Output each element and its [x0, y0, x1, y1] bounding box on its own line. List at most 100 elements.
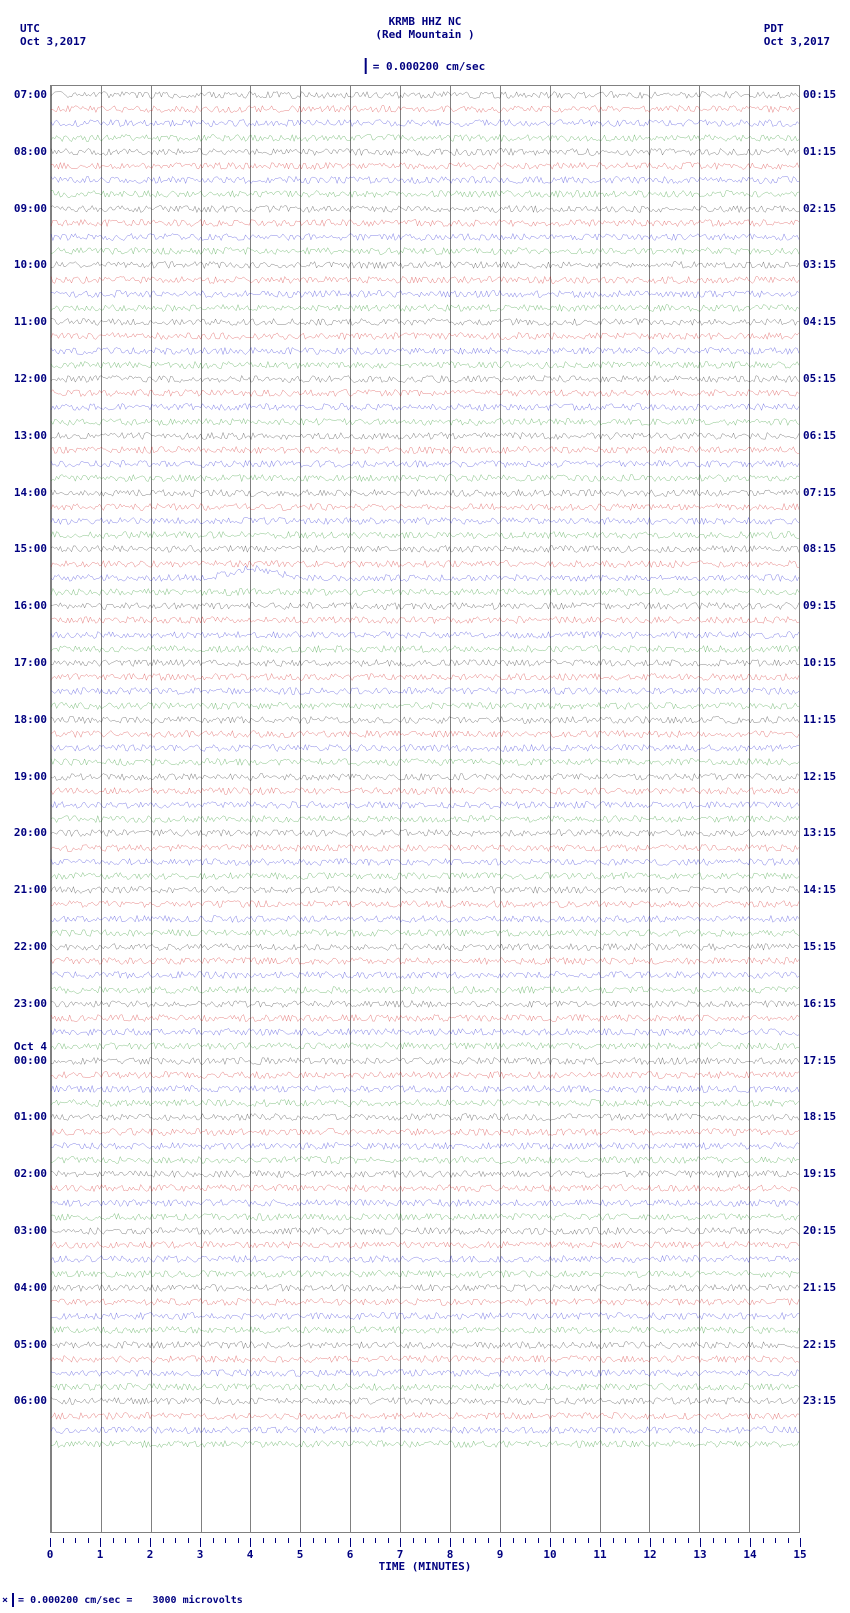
trace-row [51, 960, 799, 963]
trace-row [51, 293, 799, 296]
trace-row [51, 1045, 799, 1048]
trace-waveform [51, 585, 799, 599]
trace-row [51, 989, 799, 992]
trace-row [51, 1315, 799, 1318]
pdt-hour-label: 19:15 [803, 1167, 836, 1180]
utc-hour-label: 10:00 [14, 258, 47, 271]
utc-hour-label: 22:00 [14, 940, 47, 953]
trace-row: 22:0015:15 [51, 946, 799, 949]
trace-waveform [51, 997, 799, 1011]
x-minor-tick [238, 1538, 239, 1543]
trace-waveform [51, 869, 799, 883]
trace-waveform [51, 912, 799, 926]
trace-waveform [51, 1252, 799, 1266]
x-tick-label: 9 [497, 1548, 504, 1561]
x-tick-label: 3 [197, 1548, 204, 1561]
x-major-tick [550, 1538, 551, 1547]
trace-waveform [51, 1238, 799, 1252]
trace-row [51, 903, 799, 906]
trace-row [51, 520, 799, 523]
trace-waveform [51, 968, 799, 982]
trace-waveform [51, 1181, 799, 1195]
x-major-tick [200, 1538, 201, 1547]
x-minor-tick [88, 1538, 89, 1543]
trace-row: 17:0010:15 [51, 662, 799, 665]
trace-waveform [51, 102, 799, 116]
x-minor-tick [438, 1538, 439, 1543]
grid-line-vertical [799, 86, 800, 1532]
trace-waveform [51, 699, 799, 713]
x-minor-tick [63, 1538, 64, 1543]
trace-waveform [51, 656, 799, 670]
x-tick-label: 0 [47, 1548, 54, 1561]
trace-row: 21:0014:15 [51, 889, 799, 892]
x-tick-label: 12 [643, 1548, 656, 1561]
trace-waveform [51, 1068, 799, 1082]
x-minor-tick [775, 1538, 776, 1543]
x-minor-tick [325, 1538, 326, 1543]
trace-waveform [51, 1196, 799, 1210]
utc-hour-label: 07:00 [14, 88, 47, 101]
x-tick-label: 4 [247, 1548, 254, 1561]
trace-row: 20:0013:15 [51, 832, 799, 835]
pdt-hour-label: 23:15 [803, 1394, 836, 1407]
trace-waveform [51, 329, 799, 343]
trace-waveform [51, 1125, 799, 1139]
trace-row [51, 790, 799, 793]
pdt-hour-label: 08:15 [803, 542, 836, 555]
x-minor-tick [525, 1538, 526, 1543]
trace-waveform [51, 1082, 799, 1096]
trace-waveform [51, 542, 799, 556]
trace-waveform [51, 88, 799, 102]
trace-waveform [51, 159, 799, 173]
trace-row [51, 250, 799, 253]
x-minor-tick [638, 1538, 639, 1543]
trace-row [51, 307, 799, 310]
x-minor-tick [75, 1538, 76, 1543]
trace-waveform [51, 528, 799, 542]
x-minor-tick [175, 1538, 176, 1543]
trace-row [51, 108, 799, 111]
trace-waveform [51, 202, 799, 216]
x-minor-tick [275, 1538, 276, 1543]
pdt-hour-label: 05:15 [803, 372, 836, 385]
trace-waveform [51, 940, 799, 954]
trace-waveform [51, 1210, 799, 1224]
pdt-hour-label: 02:15 [803, 202, 836, 215]
x-minor-tick [738, 1538, 739, 1543]
trace-row [51, 350, 799, 353]
x-minor-tick [163, 1538, 164, 1543]
utc-hour-label: 23:00 [14, 997, 47, 1010]
station-name: (Red Mountain ) [375, 28, 474, 41]
trace-waveform [51, 230, 799, 244]
x-minor-tick [225, 1538, 226, 1543]
trace-row: 05:0022:15 [51, 1344, 799, 1347]
trace-waveform [51, 855, 799, 869]
trace-waveform [51, 1380, 799, 1394]
trace-row: 18:0011:15 [51, 719, 799, 722]
x-minor-tick [375, 1538, 376, 1543]
x-minor-tick [713, 1538, 714, 1543]
pdt-hour-label: 09:15 [803, 599, 836, 612]
trace-waveform [51, 301, 799, 315]
x-major-tick [100, 1538, 101, 1547]
trace-waveform [51, 770, 799, 784]
trace-row [51, 974, 799, 977]
trace-row [51, 1429, 799, 1432]
x-minor-tick [488, 1538, 489, 1543]
x-major-tick [250, 1538, 251, 1547]
trace-waveform [51, 812, 799, 826]
trace-row [51, 1273, 799, 1276]
trace-waveform [51, 954, 799, 968]
footer-scale: × = 0.000200 cm/sec = 3000 microvolts [2, 1593, 243, 1607]
trace-row: 03:0020:15 [51, 1230, 799, 1233]
trace-row [51, 690, 799, 693]
tz-right-label: PDT [764, 22, 830, 35]
trace-row [51, 1187, 799, 1190]
x-major-tick [400, 1538, 401, 1547]
trace-waveform [51, 287, 799, 301]
footer-text-left: = 0.000200 cm/sec = [18, 1595, 132, 1606]
x-minor-tick [588, 1538, 589, 1543]
trace-waveform [51, 1323, 799, 1337]
x-major-tick [350, 1538, 351, 1547]
